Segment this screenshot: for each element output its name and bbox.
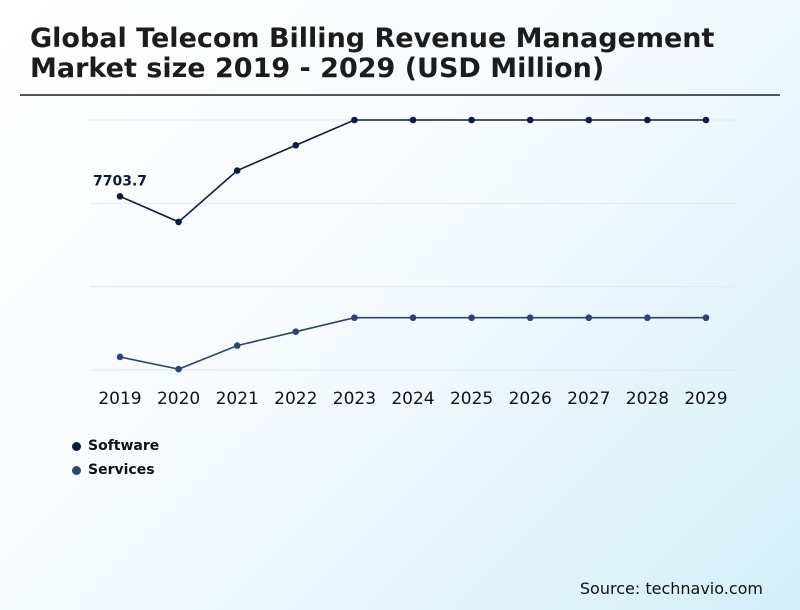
x-tick-label: 2020 [157,389,200,409]
data-point-software-2026 [526,116,534,124]
x-tick-label: 2021 [216,389,259,409]
legend-label-software: Software [88,438,160,454]
x-tick-label: 2028 [626,389,669,409]
data-point-software-2019 [116,193,124,200]
legend: Software Services [72,434,159,482]
title-divider [20,94,780,96]
chart-title: Global Telecom Billing Revenue Managemen… [30,23,715,84]
gridlines [90,119,736,371]
x-tick-label: 2025 [450,389,493,409]
data-point-services-2029 [702,314,710,322]
data-point-services-2021 [233,342,241,349]
data-points [116,116,710,373]
data-point-software-2029 [702,116,710,124]
legend-item-services[interactable]: Services [72,458,159,482]
source-credit: Source: technavio.com [579,579,763,598]
x-tick-label: 2024 [391,389,434,409]
legend-label-services: Services [88,462,155,478]
data-point-software-2021 [233,167,241,174]
series-lines [119,119,706,370]
data-point-services-2023 [351,314,358,322]
data-point-services-2019 [116,353,124,361]
data-point-software-2025 [468,116,475,124]
series-line-services [119,316,706,370]
data-label: 7703.7 [93,173,147,189]
data-point-services-2020 [175,365,182,373]
data-point-software-2022 [292,141,300,149]
data-point-software-2024 [409,116,417,124]
data-point-services-2025 [468,314,475,322]
data-labels: 7703.7 [93,173,147,189]
x-tick-label: 2019 [98,389,141,409]
data-point-services-2024 [409,314,417,322]
series-line-software [119,119,706,223]
legend-marker-software [72,441,81,451]
x-axis-ticks: 2019 2020 2021 2022 2023 2024 2025 2026 2027 2028… [98,389,727,409]
data-point-services-2028 [644,314,651,322]
data-point-services-2026 [526,314,534,322]
x-tick-label: 2023 [333,389,376,409]
x-tick-label: 2026 [509,389,552,409]
legend-item-software[interactable]: Software [72,434,159,458]
data-point-software-2023 [351,116,358,124]
data-point-software-2027 [585,116,593,124]
data-point-software-2028 [644,116,651,124]
legend-marker-services [72,465,81,475]
data-point-services-2022 [292,328,300,335]
x-tick-label: 2022 [274,389,317,409]
data-point-services-2027 [585,314,593,322]
x-tick-label: 2027 [567,389,610,409]
data-point-software-2020 [175,218,182,226]
x-tick-label: 2029 [684,389,727,409]
